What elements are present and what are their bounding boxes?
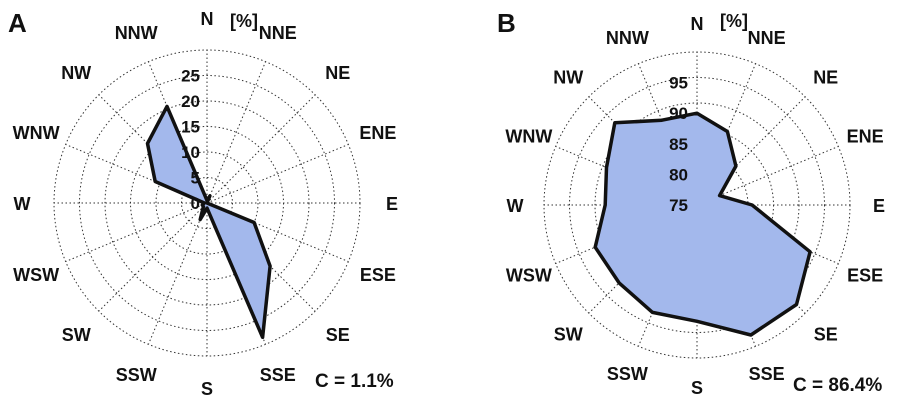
direction-label-nnw: NNW xyxy=(606,28,649,48)
radial-tick-label: 15 xyxy=(181,118,200,137)
direction-label-nw: NW xyxy=(553,67,583,87)
calm-percentage: C = 1.1% xyxy=(315,371,394,392)
direction-label-n: N xyxy=(691,14,704,34)
grid-spoke xyxy=(206,94,316,204)
grid-spoke xyxy=(206,61,267,204)
direction-label-ne: NE xyxy=(325,63,350,83)
data-series-polygon xyxy=(593,111,812,337)
direction-label-wsw: WSW xyxy=(506,266,552,286)
radial-tick-label: 85 xyxy=(669,135,688,154)
grid-spoke xyxy=(147,202,208,345)
grid-spoke xyxy=(696,145,839,206)
direction-label-nnw: NNW xyxy=(115,23,158,43)
grid-ring xyxy=(594,102,800,308)
direction-label-sw: SW xyxy=(62,325,91,345)
direction-label-w: W xyxy=(14,194,31,214)
direction-label-ene: ENE xyxy=(359,123,396,143)
radial-tick-label: 90 xyxy=(669,104,688,123)
data-series-polygon xyxy=(145,104,272,340)
grid-spoke xyxy=(98,202,208,312)
direction-label-ene: ENE xyxy=(847,126,884,146)
panel-label: A xyxy=(8,8,27,38)
direction-label-ne: NE xyxy=(813,67,838,87)
panel-label: B xyxy=(497,8,516,38)
direction-label-nne: NNE xyxy=(259,23,297,43)
direction-label-n: N xyxy=(201,9,214,29)
direction-label-sse: SSE xyxy=(260,365,296,385)
direction-label-ese: ESE xyxy=(360,265,396,285)
direction-label-e: E xyxy=(873,196,885,216)
grid-spoke xyxy=(206,143,349,204)
grid-ring xyxy=(155,151,259,255)
grid-ring xyxy=(569,77,825,333)
direction-label-s: S xyxy=(691,378,703,398)
direction-label-sse: SSE xyxy=(749,364,785,384)
radial-tick-label: 80 xyxy=(669,165,688,184)
direction-label-s: S xyxy=(201,379,213,399)
direction-label-w: W xyxy=(507,196,524,216)
radial-tick-label: 95 xyxy=(669,74,688,93)
direction-label-ssw: SSW xyxy=(116,365,157,385)
direction-label-sw: SW xyxy=(554,325,583,345)
grid-spoke xyxy=(65,202,208,263)
calm-percentage: C = 86.4% xyxy=(793,375,882,396)
direction-label-wnw: WNW xyxy=(13,123,60,143)
direction-label-nw: NW xyxy=(61,63,91,83)
unit-label: [%] xyxy=(230,11,258,31)
unit-label: [%] xyxy=(720,11,748,31)
direction-label-ese: ESE xyxy=(847,266,883,286)
direction-label-wnw: WNW xyxy=(505,126,552,146)
radial-tick-label: 0 xyxy=(191,194,200,213)
radial-tick-label: 20 xyxy=(181,92,200,111)
rose-panel-a: 0 5 10 15 20 25 N NNE NE ENE E ESE SE SSE S SSW SW WSW W WN… xyxy=(8,8,398,399)
direction-label-wsw: WSW xyxy=(13,265,59,285)
grid-ring xyxy=(79,75,335,331)
direction-label-e: E xyxy=(386,194,398,214)
radial-tick-label: 10 xyxy=(181,143,200,162)
radial-tick-label: 5 xyxy=(191,169,200,188)
grid-ring xyxy=(104,100,310,306)
direction-label-se: SE xyxy=(326,325,350,345)
rose-panel-b: 75 80 85 90 95 N NNE NE ENE E ESE SE SSE S SSW SW WSW W WN… xyxy=(497,8,885,398)
direction-label-nne: NNE xyxy=(748,28,786,48)
direction-label-se: SE xyxy=(814,325,838,345)
radial-tick-label: 25 xyxy=(181,67,200,86)
direction-label-ssw: SSW xyxy=(607,364,648,384)
radial-tick-label: 75 xyxy=(669,196,688,215)
